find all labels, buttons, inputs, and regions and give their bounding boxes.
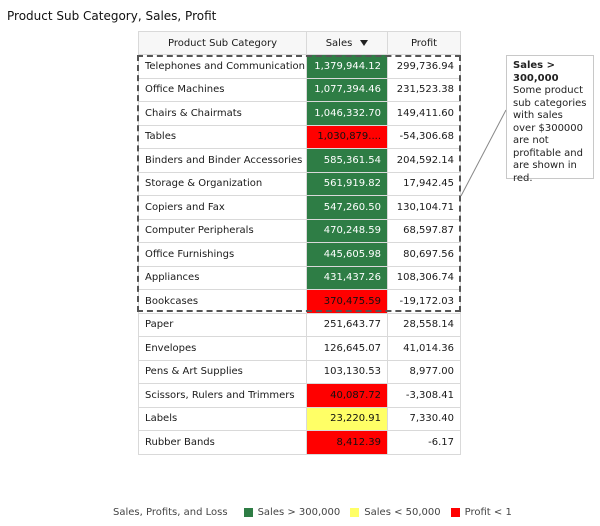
legend-label: Sales > 300,000 xyxy=(257,507,341,518)
cell-category: Tables xyxy=(138,124,307,149)
legend-item-profit-loss[interactable]: Profit < 1 xyxy=(450,507,512,518)
cell-category: Scissors, Rulers and Trimmers xyxy=(138,383,307,408)
legend-label: Profit < 1 xyxy=(464,507,512,518)
table-row[interactable]: Envelopes 126,645.07 41,014.36 xyxy=(138,336,461,361)
cell-sales: 1,077,394.46 xyxy=(306,77,388,102)
table-row[interactable]: Pens & Art Supplies 103,130.53 8,977.00 xyxy=(138,359,461,384)
cell-sales: 1,046,332.70 xyxy=(306,101,388,126)
leader-line xyxy=(460,109,507,197)
cell-category: Envelopes xyxy=(138,336,307,361)
cell-category: Pens & Art Supplies xyxy=(138,359,307,384)
cell-sales: 251,643.77 xyxy=(306,312,388,337)
annotation-text: Some product sub categories with sales o… xyxy=(513,85,587,184)
table-row[interactable]: Copiers and Fax 547,260.50 130,104.71 xyxy=(138,195,461,220)
cell-sales: 103,130.53 xyxy=(306,359,388,384)
cell-profit: 108,306.74 xyxy=(387,265,461,290)
cell-profit: 149,411.60 xyxy=(387,101,461,126)
cell-profit: 8,977.00 xyxy=(387,359,461,384)
cell-category: Rubber Bands xyxy=(138,430,307,455)
cell-category: Office Furnishings xyxy=(138,242,307,267)
table-row[interactable]: Scissors, Rulers and Trimmers 40,087.72 -3… xyxy=(138,383,461,408)
column-header-profit[interactable]: Profit xyxy=(387,31,461,55)
legend: Sales, Profits, and Loss Sales > 300,000… xyxy=(113,507,522,518)
legend-swatch-yellow xyxy=(350,508,360,517)
table-body: Telephones and Communication 1,379,944.12… xyxy=(138,54,461,455)
legend-swatch-red xyxy=(450,508,460,517)
cell-profit: -6.17 xyxy=(387,430,461,455)
cell-category: Binders and Binder Accessories xyxy=(138,148,307,173)
table-row[interactable]: Office Machines 1,077,394.46 231,523.38 xyxy=(138,77,461,102)
legend-title: Sales, Profits, and Loss xyxy=(113,507,228,518)
annotation-title: Sales > 300,000 xyxy=(513,60,559,84)
cell-profit: 130,104.71 xyxy=(387,195,461,220)
cell-profit: 28,558.14 xyxy=(387,312,461,337)
table-row[interactable]: Chairs & Chairmats 1,046,332.70 149,411.60 xyxy=(138,101,461,126)
cell-profit: 299,736.94 xyxy=(387,54,461,79)
chart-title: Product Sub Category, Sales, Profit xyxy=(7,9,217,23)
legend-label: Sales < 50,000 xyxy=(364,507,441,518)
column-header-category[interactable]: Product Sub Category xyxy=(138,31,307,55)
table-row[interactable]: Telephones and Communication 1,379,944.12… xyxy=(138,54,461,79)
cell-category: Telephones and Communication xyxy=(138,54,307,79)
cell-profit: 41,014.36 xyxy=(387,336,461,361)
table-row[interactable]: Labels 23,220.91 7,330.40 xyxy=(138,406,461,431)
table-row[interactable]: Binders and Binder Accessories 585,361.54… xyxy=(138,148,461,173)
table-row[interactable]: Bookcases 370,475.59 -19,172.03 xyxy=(138,289,461,314)
cell-category: Appliances xyxy=(138,265,307,290)
cell-profit: -19,172.03 xyxy=(387,289,461,314)
legend-item-sales-high[interactable]: Sales > 300,000 xyxy=(243,507,341,518)
column-header-sales-label: Sales xyxy=(325,37,353,49)
cell-category: Chairs & Chairmats xyxy=(138,101,307,126)
cell-profit: 80,697.56 xyxy=(387,242,461,267)
table-row[interactable]: Paper 251,643.77 28,558.14 xyxy=(138,312,461,337)
cell-sales: 1,379,944.12 xyxy=(306,54,388,79)
cell-sales: 126,645.07 xyxy=(306,336,388,361)
cell-profit: 231,523.38 xyxy=(387,77,461,102)
annotation-callout: Sales > 300,000 Some product sub categor… xyxy=(506,55,594,184)
cell-profit: 204,592.14 xyxy=(387,148,461,173)
cell-category: Labels xyxy=(138,406,307,431)
cell-profit: -3,308.41 xyxy=(387,383,461,408)
table-header-row: Product Sub Category Sales Profit xyxy=(138,31,461,55)
cell-sales: 445,605.98 xyxy=(306,242,388,267)
cell-sales: 561,919.82 xyxy=(306,171,388,196)
table-row[interactable]: Tables 1,030,879.... -54,306.68 xyxy=(138,124,461,149)
cell-sales: 547,260.50 xyxy=(306,195,388,220)
legend-item-sales-low[interactable]: Sales < 50,000 xyxy=(350,507,441,518)
sort-descending-icon[interactable] xyxy=(360,39,369,46)
cell-sales: 23,220.91 xyxy=(306,406,388,431)
cell-sales: 1,030,879.... xyxy=(306,124,388,149)
table-row[interactable]: Appliances 431,437.26 108,306.74 xyxy=(138,265,461,290)
cell-category: Storage & Organization xyxy=(138,171,307,196)
legend-swatch-green xyxy=(243,508,253,517)
table-row[interactable]: Computer Peripherals 470,248.59 68,597.87 xyxy=(138,218,461,243)
table-row[interactable]: Storage & Organization 561,919.82 17,942.4… xyxy=(138,171,461,196)
cell-category: Copiers and Fax xyxy=(138,195,307,220)
cell-profit: -54,306.68 xyxy=(387,124,461,149)
cell-category: Paper xyxy=(138,312,307,337)
cell-category: Office Machines xyxy=(138,77,307,102)
cell-sales: 370,475.59 xyxy=(306,289,388,314)
table-row[interactable]: Office Furnishings 445,605.98 80,697.56 xyxy=(138,242,461,267)
cell-profit: 7,330.40 xyxy=(387,406,461,431)
cell-sales: 585,361.54 xyxy=(306,148,388,173)
table-row[interactable]: Rubber Bands 8,412.39 -6.17 xyxy=(138,430,461,455)
data-table: Product Sub Category Sales Profit Teleph… xyxy=(138,31,461,455)
cell-category: Bookcases xyxy=(138,289,307,314)
cell-sales: 470,248.59 xyxy=(306,218,388,243)
cell-sales: 40,087.72 xyxy=(306,383,388,408)
column-header-sales[interactable]: Sales xyxy=(306,31,388,55)
cell-sales: 8,412.39 xyxy=(306,430,388,455)
cell-profit: 17,942.45 xyxy=(387,171,461,196)
cell-profit: 68,597.87 xyxy=(387,218,461,243)
cell-sales: 431,437.26 xyxy=(306,265,388,290)
cell-category: Computer Peripherals xyxy=(138,218,307,243)
